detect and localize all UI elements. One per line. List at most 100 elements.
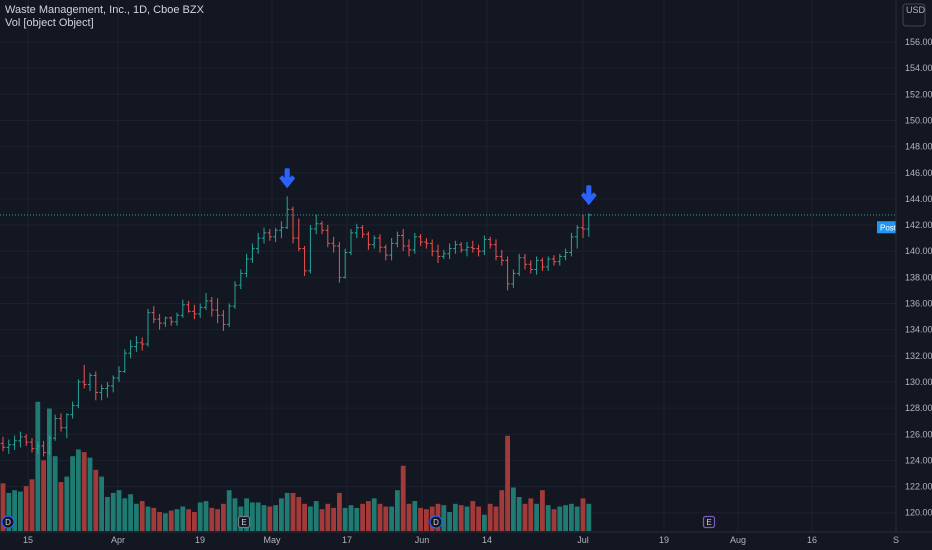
volume-bar bbox=[482, 514, 487, 531]
ohlc-bar bbox=[459, 242, 464, 253]
volume-bar bbox=[453, 503, 458, 531]
ohlc-bar bbox=[35, 442, 40, 454]
volume-bar bbox=[458, 505, 464, 531]
ohlc-bar bbox=[53, 414, 58, 441]
ohlc-bar bbox=[522, 253, 528, 270]
symbol-title[interactable]: Waste Management, Inc., 1D, Cboe BZX bbox=[5, 4, 204, 16]
ohlc-bar bbox=[395, 231, 400, 248]
price-tick-label: 156.00 bbox=[905, 37, 932, 47]
volume-bar bbox=[151, 507, 157, 531]
ohlc-bar bbox=[569, 232, 574, 257]
volume-bar bbox=[47, 408, 52, 531]
volume-bar bbox=[499, 490, 505, 531]
earnings-marker: E bbox=[237, 515, 251, 529]
ohlc-bar bbox=[134, 336, 139, 352]
price-tick-label: 138.00 bbox=[905, 272, 932, 282]
volume-bar bbox=[12, 490, 17, 531]
last-price-line: 142.77Post142.75 bbox=[0, 208, 932, 234]
volume-bar bbox=[505, 435, 510, 531]
ohlc-bar bbox=[493, 239, 499, 261]
ohlc-bar bbox=[29, 438, 35, 453]
volume-bar bbox=[226, 490, 232, 531]
ohlc-bar bbox=[70, 401, 75, 419]
ohlc-bar bbox=[192, 304, 197, 320]
volume-legend[interactable]: Vol [object Object] bbox=[5, 17, 94, 29]
ohlc-bar bbox=[453, 240, 458, 254]
ohlc-bar bbox=[499, 249, 504, 266]
ohlc-bar bbox=[337, 242, 342, 283]
ohlc-bar bbox=[151, 306, 156, 324]
volume-bar bbox=[290, 492, 296, 531]
volume-bar bbox=[551, 509, 557, 531]
volume-bar bbox=[116, 490, 122, 531]
earnings-letter: E bbox=[706, 518, 711, 527]
time-tick-label: Jun bbox=[415, 535, 430, 545]
ohlc-bar bbox=[366, 231, 371, 250]
volume-bar bbox=[296, 497, 302, 531]
ohlc-bar bbox=[308, 225, 313, 274]
earnings-box bbox=[237, 515, 251, 529]
ohlc-bar bbox=[412, 232, 417, 254]
ohlc-bar bbox=[348, 228, 354, 256]
ohlc-bar bbox=[546, 256, 551, 271]
ohlc-bar bbox=[319, 221, 325, 235]
volume-bar bbox=[244, 498, 249, 531]
time-axis[interactable]: 15 Apr 19 May 17 Jun 14 Jul 19 Aug 16 S bbox=[0, 531, 932, 545]
volume-bar bbox=[41, 460, 46, 531]
ohlc-bar bbox=[372, 235, 377, 249]
volume-bar bbox=[105, 497, 110, 531]
ohlc-bar bbox=[58, 413, 64, 432]
price-tick-label: 120.00 bbox=[905, 508, 932, 518]
time-tick-label: Jul bbox=[577, 535, 589, 545]
volume-bar bbox=[366, 501, 371, 531]
volume-bar bbox=[400, 465, 406, 531]
ohlc-bar bbox=[383, 244, 388, 261]
ohlc-bar bbox=[302, 245, 307, 277]
volume-bar bbox=[255, 502, 261, 531]
volume-bar bbox=[586, 503, 592, 531]
earnings-box bbox=[702, 515, 716, 529]
arrow-head bbox=[279, 175, 296, 189]
time-tick-label: Aug bbox=[730, 535, 746, 545]
ohlc-bar bbox=[256, 232, 261, 254]
price-tick-label: 124.00 bbox=[905, 455, 932, 465]
currency-box bbox=[902, 3, 926, 27]
ohlc-bar bbox=[6, 439, 11, 454]
post-badge bbox=[877, 221, 897, 234]
arrow-markers bbox=[279, 168, 597, 206]
volume-bar bbox=[122, 498, 128, 531]
ohlc-bar bbox=[238, 269, 243, 290]
volume-bar bbox=[99, 476, 104, 531]
dividend-marker: D bbox=[1, 515, 15, 529]
ohlc-bar bbox=[296, 218, 301, 252]
ohlc-bar bbox=[540, 257, 545, 271]
volume-bar bbox=[528, 498, 534, 531]
ohlc-bar bbox=[534, 256, 539, 275]
price-axis[interactable]: USD 156.00 154.00 152.00 150.00 148.00 146.00 1… bbox=[895, 0, 932, 532]
price-tick-label: 126.00 bbox=[905, 429, 932, 439]
time-tick-label: 16 bbox=[807, 535, 817, 545]
ohlc-bars bbox=[0, 196, 591, 457]
ohlc-bar bbox=[354, 223, 359, 239]
volume-bar bbox=[377, 503, 383, 531]
price-tick-label: 150.00 bbox=[905, 115, 932, 125]
volume-bar bbox=[580, 498, 586, 531]
ohlc-bar bbox=[551, 255, 557, 266]
volume-bar bbox=[563, 505, 568, 531]
ohlc-bar bbox=[580, 214, 586, 239]
volume-bar bbox=[308, 506, 313, 531]
ohlc-bar bbox=[232, 281, 238, 309]
ohlc-bar bbox=[476, 244, 481, 257]
volume-bar bbox=[360, 503, 365, 531]
ohlc-bar bbox=[198, 303, 203, 318]
volume-bar bbox=[58, 482, 64, 531]
volume-bar bbox=[110, 492, 116, 531]
ohlc-bar bbox=[528, 260, 533, 274]
volume-bar bbox=[354, 507, 360, 531]
volume-bar bbox=[302, 503, 307, 531]
volume-bar bbox=[279, 498, 284, 531]
volume-bar bbox=[168, 510, 174, 531]
ohlc-bar bbox=[267, 228, 272, 241]
volume-bar bbox=[325, 503, 331, 531]
